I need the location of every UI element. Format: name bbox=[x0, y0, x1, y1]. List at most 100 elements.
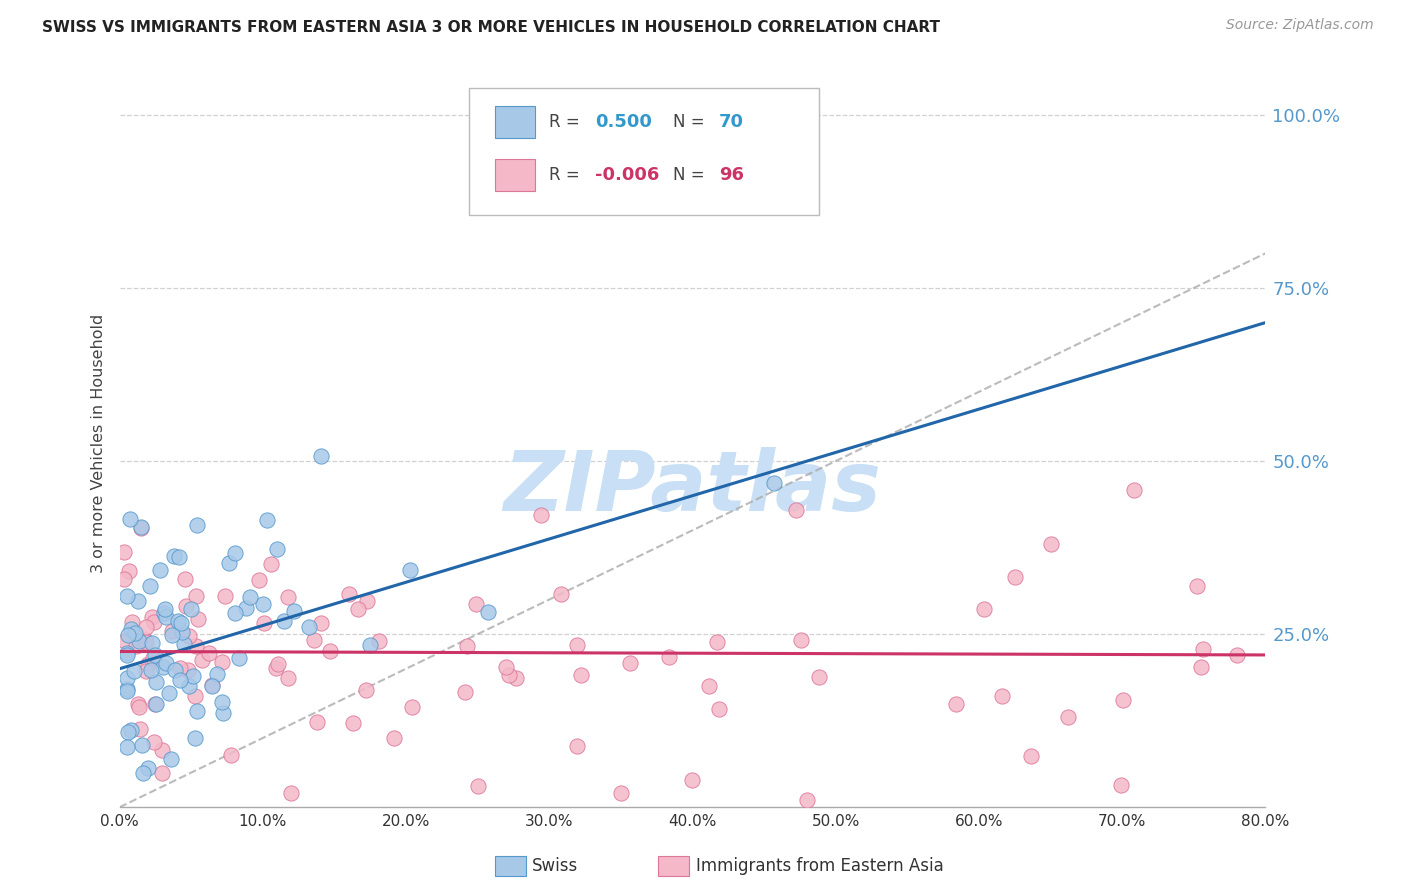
Point bbox=[169, 661, 191, 675]
Point bbox=[169, 673, 191, 687]
Point bbox=[174, 599, 197, 614]
FancyBboxPatch shape bbox=[495, 106, 536, 138]
Point bbox=[368, 633, 391, 648]
Point bbox=[309, 449, 332, 463]
Point bbox=[191, 653, 214, 667]
Point bbox=[141, 636, 163, 650]
Point bbox=[790, 632, 813, 647]
Point bbox=[167, 614, 190, 628]
Point bbox=[401, 700, 423, 714]
Point bbox=[131, 739, 153, 753]
Point bbox=[266, 657, 288, 672]
Point bbox=[224, 607, 246, 621]
Point bbox=[153, 602, 176, 616]
Point bbox=[235, 601, 257, 615]
Point bbox=[128, 700, 150, 714]
Point bbox=[186, 639, 208, 653]
Point bbox=[763, 475, 786, 490]
Point bbox=[785, 503, 807, 517]
Point bbox=[1226, 648, 1249, 662]
FancyBboxPatch shape bbox=[495, 159, 536, 191]
Point bbox=[143, 648, 166, 662]
Text: Swiss: Swiss bbox=[531, 857, 578, 875]
Point bbox=[132, 635, 155, 649]
Point bbox=[399, 563, 422, 577]
Point bbox=[610, 786, 633, 800]
Point bbox=[356, 594, 378, 608]
Point bbox=[136, 657, 159, 672]
Point bbox=[120, 622, 142, 636]
Point bbox=[201, 677, 224, 691]
Point bbox=[149, 563, 172, 577]
Point bbox=[565, 739, 588, 753]
Point bbox=[163, 549, 186, 563]
Point bbox=[155, 656, 177, 670]
Point bbox=[115, 648, 138, 662]
Point bbox=[706, 634, 728, 648]
Point bbox=[218, 556, 240, 570]
Point bbox=[211, 706, 233, 721]
Text: R =: R = bbox=[550, 113, 585, 131]
Point bbox=[187, 612, 209, 626]
Point bbox=[115, 683, 138, 698]
Point bbox=[115, 671, 138, 685]
Point bbox=[658, 649, 681, 664]
Point bbox=[197, 646, 219, 660]
Text: Source: ZipAtlas.com: Source: ZipAtlas.com bbox=[1226, 18, 1374, 32]
Point bbox=[359, 638, 381, 652]
Point bbox=[264, 661, 287, 675]
Point bbox=[177, 679, 200, 693]
Point bbox=[298, 620, 321, 634]
Text: Immigrants from Eastern Asia: Immigrants from Eastern Asia bbox=[696, 857, 943, 875]
Point bbox=[1123, 483, 1146, 497]
Point bbox=[309, 616, 332, 631]
Point bbox=[142, 651, 165, 665]
Point bbox=[127, 594, 149, 608]
Point bbox=[138, 761, 160, 775]
Point bbox=[135, 635, 157, 649]
FancyBboxPatch shape bbox=[470, 87, 818, 215]
Point bbox=[150, 743, 173, 757]
Point bbox=[221, 747, 243, 762]
Point bbox=[211, 696, 233, 710]
Point bbox=[139, 664, 162, 678]
Point bbox=[681, 772, 703, 787]
Point bbox=[173, 637, 195, 651]
Point bbox=[129, 521, 152, 535]
Point bbox=[152, 660, 174, 674]
Point bbox=[114, 633, 136, 648]
Point bbox=[211, 655, 233, 669]
Point bbox=[247, 574, 270, 588]
Point bbox=[1057, 710, 1080, 724]
Text: -0.006: -0.006 bbox=[595, 166, 659, 184]
Point bbox=[201, 679, 224, 693]
Point bbox=[252, 597, 274, 611]
Point bbox=[139, 579, 162, 593]
Point bbox=[319, 644, 342, 658]
Y-axis label: 3 or more Vehicles in Household: 3 or more Vehicles in Household bbox=[90, 314, 105, 574]
Point bbox=[228, 651, 250, 665]
Point bbox=[186, 704, 208, 718]
Point bbox=[260, 557, 283, 571]
Text: R =: R = bbox=[550, 166, 585, 184]
Point bbox=[256, 513, 278, 527]
Point bbox=[1039, 537, 1062, 551]
Point bbox=[160, 752, 183, 766]
Point bbox=[382, 731, 405, 746]
Point bbox=[174, 572, 197, 586]
Point bbox=[709, 702, 731, 716]
Point bbox=[1004, 570, 1026, 584]
Point bbox=[304, 633, 326, 648]
Point bbox=[120, 723, 142, 737]
Point bbox=[122, 664, 145, 678]
Text: 96: 96 bbox=[718, 166, 744, 184]
Point bbox=[207, 667, 229, 681]
Point bbox=[467, 780, 489, 794]
Point bbox=[945, 697, 967, 711]
Point bbox=[132, 765, 155, 780]
Point bbox=[128, 634, 150, 648]
Point bbox=[170, 615, 193, 630]
Text: ZIPatlas: ZIPatlas bbox=[503, 447, 882, 528]
Point bbox=[135, 665, 157, 679]
Point bbox=[124, 625, 146, 640]
